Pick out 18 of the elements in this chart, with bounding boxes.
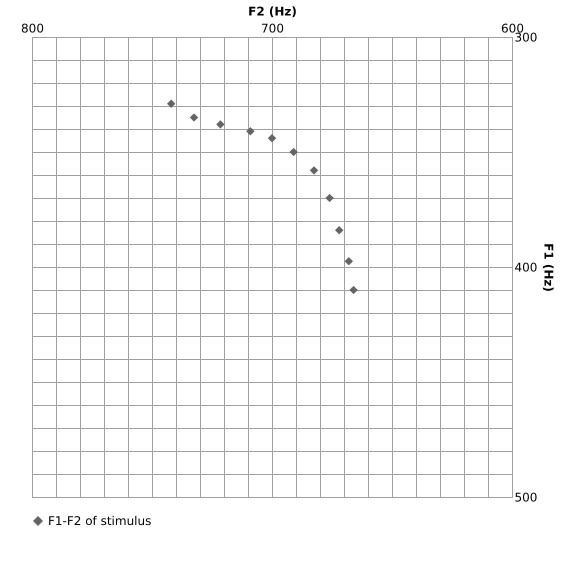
point [167,100,176,108]
point [246,127,255,136]
x-tick-label: 800 [21,22,44,36]
point [268,134,276,142]
x-axis-title: F2 (Hz) [248,4,297,18]
point [344,257,353,266]
point [289,148,298,156]
y-tick-label: 400 [514,260,538,274]
point [216,120,225,129]
point [190,113,198,122]
y-axis-title: F1 (Hz) [541,243,556,292]
point [335,226,344,234]
point [349,286,358,294]
point [325,194,334,202]
y-tick-label: 500 [514,490,538,504]
x-tick-label: 700 [261,22,284,36]
point [310,166,318,175]
legend-label: F1-F2 of stimulus [48,514,152,528]
